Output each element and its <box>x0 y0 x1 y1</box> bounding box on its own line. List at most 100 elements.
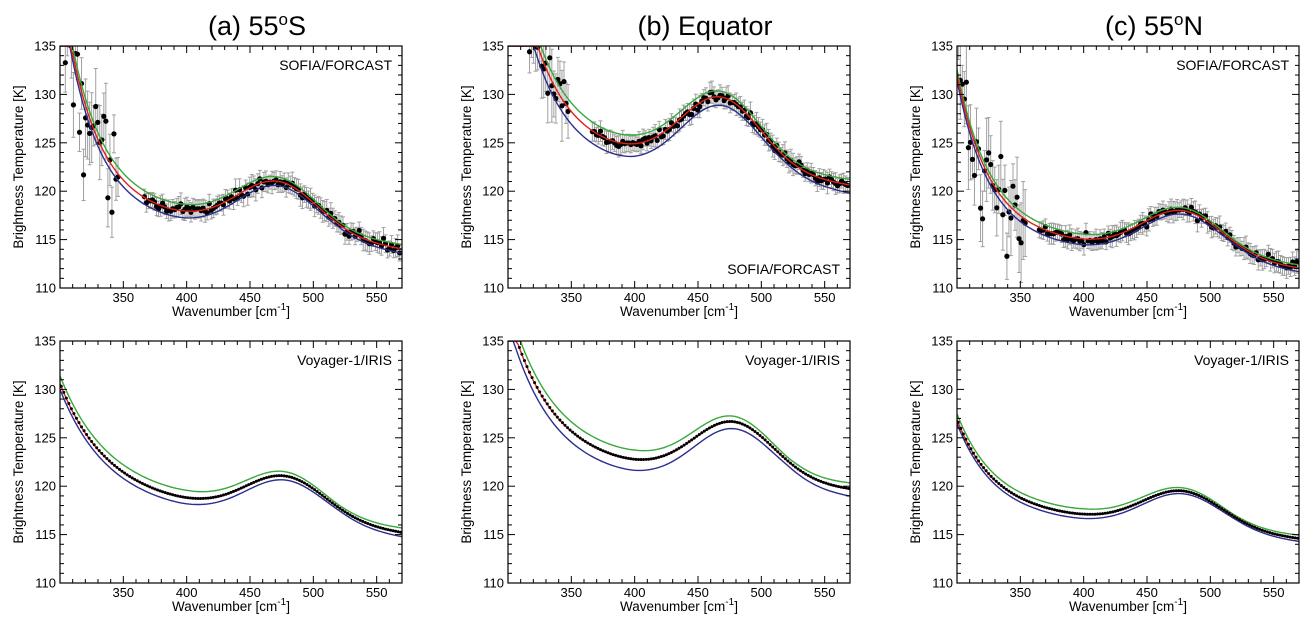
data-point <box>1235 516 1239 520</box>
data-point <box>340 508 344 512</box>
data-point <box>619 455 623 459</box>
data-point <box>237 487 241 491</box>
data-point <box>977 205 984 211</box>
y-tick-label: 110 <box>932 281 953 296</box>
data-point <box>1118 508 1122 512</box>
data-point <box>657 455 661 459</box>
data-point <box>669 450 673 454</box>
data-point <box>540 394 544 398</box>
y-tick-label: 130 <box>34 87 56 102</box>
data-point <box>1283 534 1287 538</box>
data-point <box>69 407 73 411</box>
data-point <box>710 425 714 429</box>
data-point <box>300 480 304 484</box>
data-point <box>1008 215 1014 221</box>
data-point <box>280 474 284 478</box>
data-point <box>756 431 760 435</box>
data-point <box>325 497 329 501</box>
data-point <box>639 458 643 462</box>
x-tick-label: 400 <box>176 585 198 600</box>
data-point <box>346 511 350 515</box>
panel-sofia-a: 350 400 450 500 550 110 115 120 125 130 135 Wavenum… <box>11 39 403 319</box>
data-point <box>1240 519 1244 523</box>
data-point <box>74 51 81 57</box>
data-point <box>702 429 706 433</box>
model-curve-green <box>957 69 1299 266</box>
data-point <box>525 365 529 369</box>
data-point <box>391 529 395 533</box>
data-point <box>92 443 96 447</box>
data-point <box>102 454 106 458</box>
y-tick-label: 120 <box>34 479 56 494</box>
data-point <box>186 205 192 211</box>
y-tick-label: 115 <box>35 232 56 247</box>
data-point <box>1083 512 1087 516</box>
data-point <box>257 478 261 482</box>
data-point <box>816 478 820 482</box>
model-curve-blue <box>957 80 1299 273</box>
data-point <box>394 529 398 533</box>
data-point <box>832 483 836 487</box>
x-tick-label: 350 <box>112 585 134 600</box>
data-point <box>725 420 729 424</box>
y-tick-label: 125 <box>931 135 953 150</box>
data-point <box>1075 512 1079 516</box>
data-point <box>1296 536 1299 540</box>
data-point <box>644 457 648 461</box>
data-point <box>821 480 825 484</box>
instrument-label: Voyager-1/IRIS <box>745 352 840 368</box>
data-point <box>768 443 772 447</box>
data-point <box>358 518 362 522</box>
data-point <box>776 450 780 454</box>
data-point <box>834 484 838 488</box>
y-axis-label: Brightness Temperature [K] <box>459 85 474 248</box>
data-point <box>705 428 709 432</box>
data-point <box>232 489 236 493</box>
y-tick-label: 110 <box>35 576 56 591</box>
data-point <box>530 376 534 380</box>
data-point <box>1164 490 1168 494</box>
data-point <box>548 405 552 409</box>
x-tick-label: 350 <box>1009 290 1031 305</box>
data-point <box>1025 499 1029 503</box>
data-point <box>1222 508 1226 512</box>
data-point <box>965 145 972 151</box>
data-point <box>76 129 83 135</box>
data-point <box>1098 512 1102 516</box>
instrument-label: SOFIA/FORCAST <box>279 57 392 73</box>
data-point <box>631 457 635 461</box>
data-point <box>994 479 998 483</box>
data-point <box>163 491 167 495</box>
y-tick-label: 135 <box>931 39 953 54</box>
panel-iris-a: 350 400 450 500 550 110 115 120 125 130 135 Wavenum… <box>11 334 403 614</box>
data-point <box>380 235 387 241</box>
x-tick-label: 400 <box>1073 290 1095 305</box>
data-point <box>1004 253 1010 259</box>
data-point <box>1030 501 1034 505</box>
data-point <box>188 496 192 500</box>
x-tick-label: 500 <box>1199 585 1221 600</box>
data-point <box>649 457 653 461</box>
y-tick-label: 115 <box>35 527 56 542</box>
data-point <box>611 453 615 457</box>
data-point <box>123 471 127 475</box>
data-point <box>194 496 198 500</box>
x-tick-label: 450 <box>239 290 261 305</box>
data-point <box>695 434 699 438</box>
data-point <box>520 352 524 356</box>
data-point <box>399 530 402 534</box>
data-point <box>1085 512 1089 516</box>
data-point <box>259 477 263 481</box>
y-axis-label: Brightness Temperature [K] <box>908 380 923 543</box>
data-point <box>1258 527 1262 531</box>
data-point <box>538 390 542 394</box>
x-axis-label: Wavenumber [cm-1] <box>620 597 738 614</box>
data-point <box>745 424 749 428</box>
data-point <box>125 473 129 477</box>
x-axis-label: Wavenumber [cm-1] <box>172 302 290 319</box>
data-point <box>87 436 91 440</box>
data-point <box>1096 512 1100 516</box>
data-point <box>636 457 640 461</box>
data-point <box>1101 512 1105 516</box>
data-point <box>105 195 111 201</box>
